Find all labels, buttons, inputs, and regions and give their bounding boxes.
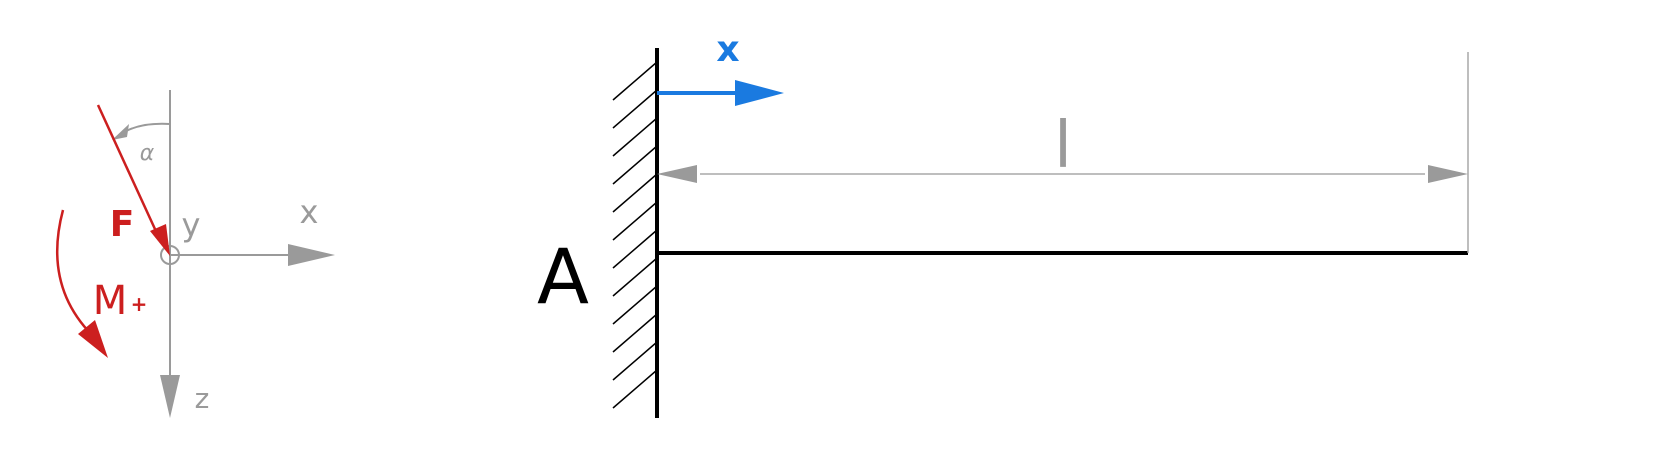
z-axis-label: z bbox=[195, 382, 210, 415]
support-a-label: A bbox=[537, 232, 589, 321]
moment-label: M bbox=[93, 278, 128, 324]
moment-arrowhead bbox=[78, 320, 108, 358]
local-x-axis-label: x bbox=[716, 29, 739, 70]
y-axis-label: y bbox=[182, 206, 201, 244]
force-arrowhead bbox=[150, 224, 170, 256]
alpha-label: α bbox=[140, 141, 155, 166]
y-axis-origin-circle bbox=[160, 245, 180, 265]
x-axis-arrowhead bbox=[288, 244, 335, 266]
moment-arc bbox=[56, 209, 93, 336]
cantilever-beam-diagram: x l A bbox=[537, 29, 1469, 418]
length-dimension-arrowhead-left bbox=[657, 165, 697, 183]
moment-sign-label: + bbox=[131, 292, 148, 316]
local-x-axis-arrowhead bbox=[735, 80, 784, 106]
alpha-arc-arrowhead bbox=[112, 124, 129, 140]
force-label: F bbox=[110, 204, 135, 245]
fixed-support-hatching bbox=[612, 61, 658, 409]
x-axis-label: x bbox=[300, 193, 319, 231]
length-label: l bbox=[1054, 109, 1072, 183]
length-dimension-arrowhead-right bbox=[1428, 165, 1468, 183]
z-axis-arrowhead bbox=[160, 375, 180, 418]
sign-convention-legend: α F y x M + z bbox=[56, 90, 335, 418]
force-line bbox=[96, 104, 162, 241]
